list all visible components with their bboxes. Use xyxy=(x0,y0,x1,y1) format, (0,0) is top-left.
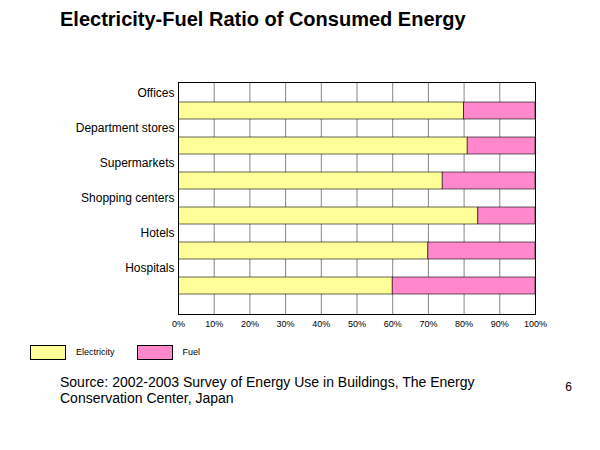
html-text:Fuel: Fuel xyxy=(182,347,200,357)
svg-text:Offices: Offices xyxy=(137,86,174,100)
svg-text:100%: 100% xyxy=(524,319,547,329)
svg-text:60%: 60% xyxy=(384,319,402,329)
html-text:6: 6 xyxy=(565,380,572,394)
svg-text:Shopping centers: Shopping centers xyxy=(81,191,174,205)
svg-text:0%: 0% xyxy=(172,319,185,329)
svg-text:Department stores: Department stores xyxy=(76,121,175,135)
svg-text:Supermarkets: Supermarkets xyxy=(100,156,175,170)
svg-text:10%: 10% xyxy=(205,319,223,329)
svg-text:30%: 30% xyxy=(277,319,295,329)
svg-text:Hospitals: Hospitals xyxy=(125,261,174,275)
html-text:Electricity-Fuel Ratio of Cons: Electricity-Fuel Ratio of Consumed Energ… xyxy=(60,8,466,30)
svg-text:Hotels: Hotels xyxy=(140,226,174,240)
svg-text:50%: 50% xyxy=(348,319,366,329)
svg-text:70%: 70% xyxy=(419,319,437,329)
html-text:Electricity: Electricity xyxy=(76,347,115,357)
html-text:Source: 2002-2003 Survey of En: Source: 2002-2003 Survey of Energy Use i… xyxy=(60,374,475,406)
svg-text:80%: 80% xyxy=(455,319,473,329)
svg-text:40%: 40% xyxy=(312,319,330,329)
svg-text:90%: 90% xyxy=(491,319,509,329)
svg-text:20%: 20% xyxy=(241,319,259,329)
